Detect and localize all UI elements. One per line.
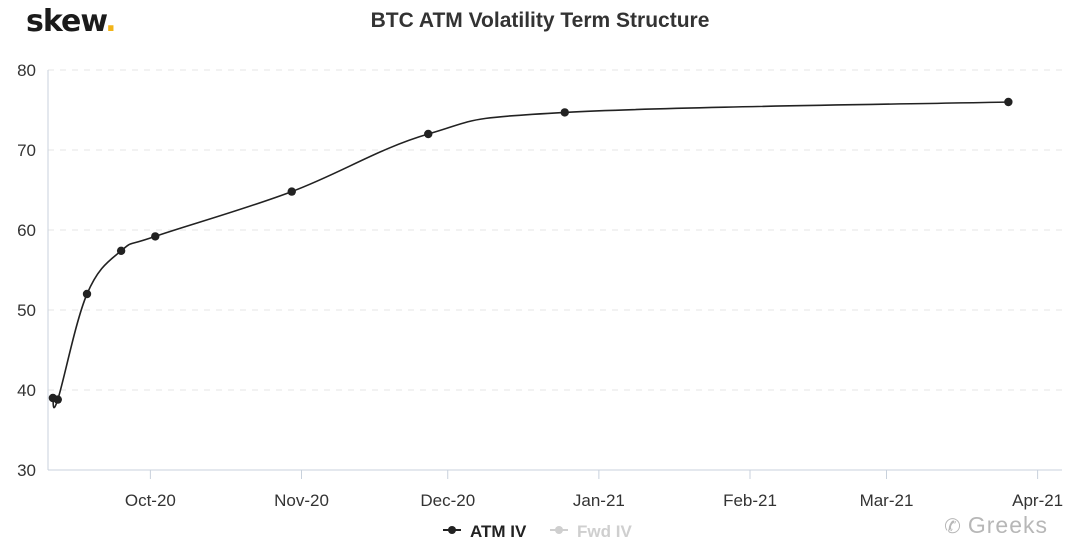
data-point[interactable] <box>1004 97 1013 107</box>
x-tick-labels: Oct-20 Nov-20 Dec-20 Jan-21 Feb-21 Mar-21 Apr-… <box>125 491 1063 510</box>
legend[interactable]: ATM IV Fwd IV <box>443 522 632 541</box>
legend-atm-iv[interactable]: ATM IV <box>443 522 527 541</box>
grid-lines <box>48 69 1062 391</box>
x-tick-label: Apr-21 <box>1012 491 1063 510</box>
y-tick-label: 80 <box>17 61 36 80</box>
data-point[interactable] <box>116 246 126 255</box>
x-tick-label: Feb-21 <box>723 491 777 510</box>
data-point[interactable] <box>287 187 296 196</box>
y-tick-label: 30 <box>17 461 36 480</box>
chart-title: BTC ATM Volatility Term Structure <box>370 9 710 32</box>
legend-label: Fwd IV <box>577 522 632 541</box>
data-point[interactable] <box>151 232 160 241</box>
data-point[interactable] <box>560 108 569 117</box>
y-tick-label: 40 <box>17 381 36 400</box>
legend-marker-icon <box>448 526 456 534</box>
legend-fwd-iv[interactable]: Fwd IV <box>550 522 632 541</box>
y-tick-label: 50 <box>17 301 36 320</box>
data-point[interactable] <box>82 289 92 299</box>
series-layer <box>48 97 1013 409</box>
data-point[interactable] <box>53 395 62 404</box>
legend-label: ATM IV <box>470 522 527 541</box>
y-tick-label: 70 <box>17 141 36 160</box>
y-tick-labels: 30 40 50 60 70 80 <box>17 61 36 480</box>
x-tick-label: Oct-20 <box>125 491 176 510</box>
wechat-icon: ✆ <box>944 516 962 538</box>
y-tick-label: 60 <box>17 221 36 240</box>
skew-logo: skew. <box>26 4 117 39</box>
watermark: ✆ Greeks <box>944 512 1048 538</box>
x-tick-label: Dec-20 <box>420 491 475 510</box>
axes <box>47 70 1062 479</box>
series-line-atm-iv <box>52 101 1009 409</box>
x-tick-label: Nov-20 <box>274 491 329 510</box>
data-point[interactable] <box>424 129 433 139</box>
x-tick-label: Jan-21 <box>573 491 625 510</box>
x-tick-label: Mar-21 <box>860 491 914 510</box>
legend-marker-icon <box>555 526 563 534</box>
